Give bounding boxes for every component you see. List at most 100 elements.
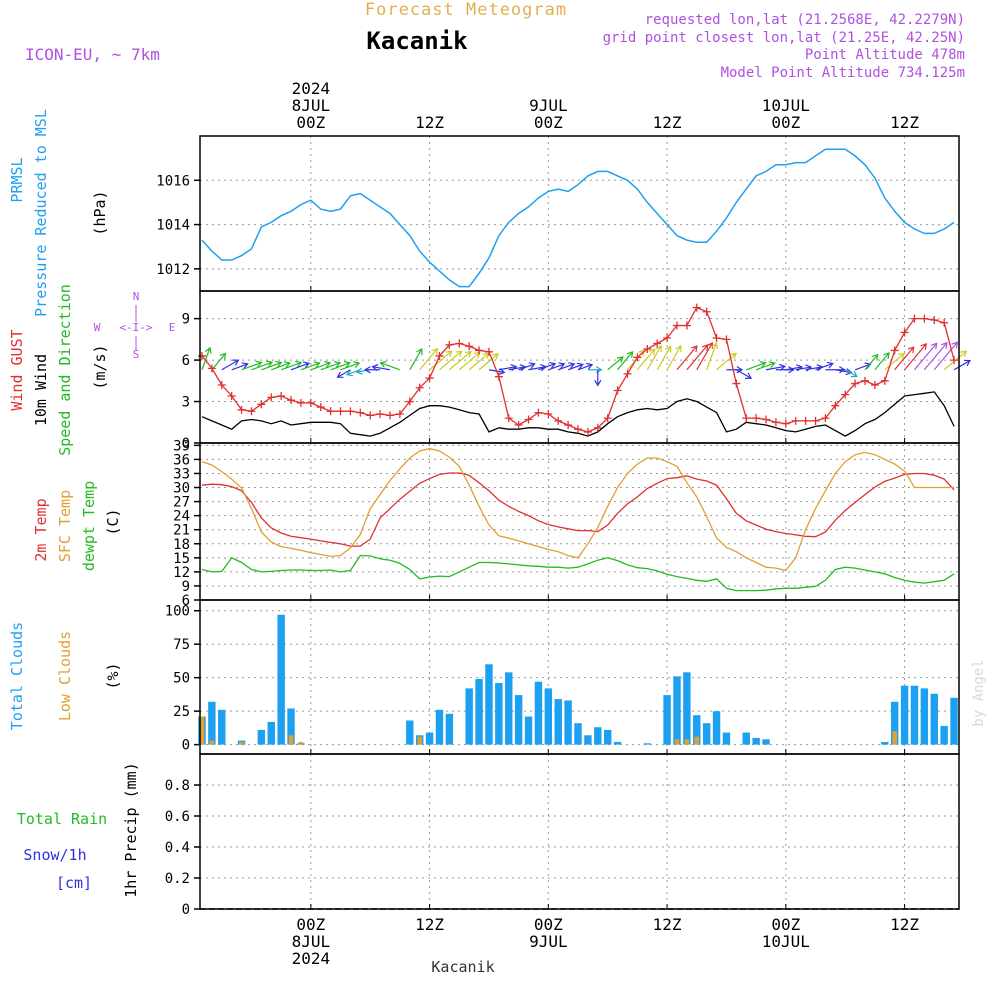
total-cloud-bar — [574, 723, 582, 745]
wind-vector-head — [691, 345, 698, 353]
wind-label: Wind GUST — [8, 329, 26, 410]
wind-vector — [429, 350, 453, 371]
wind-vector — [337, 369, 351, 378]
wind-vector — [372, 366, 391, 371]
wind-vector — [815, 362, 834, 371]
total-cloud-bar — [762, 739, 770, 745]
wind-tick-label: 0 — [182, 436, 190, 452]
wind-gust-marker — [762, 415, 771, 424]
top-time-label: 9JUL — [529, 96, 568, 115]
pressure-tick-label: 1014 — [156, 218, 190, 234]
wind-vector — [221, 359, 239, 371]
wind-vector — [854, 363, 871, 371]
wind-speed-line — [201, 391, 955, 437]
wind-vector-head — [255, 360, 263, 368]
total-cloud-bar — [514, 695, 523, 745]
wind-vector-head — [241, 362, 249, 369]
low-cloud-bar — [892, 731, 897, 745]
wind-vector-head — [920, 342, 928, 350]
bottom-time-label: 10JUL — [762, 932, 810, 951]
bottom-time-label: 00Z — [771, 915, 800, 934]
wind-gust-marker — [781, 419, 790, 428]
wind-gust-marker — [475, 346, 484, 355]
total-cloud-bar — [722, 732, 731, 745]
total-cloud-bar — [465, 688, 473, 745]
total-cloud-bar — [534, 681, 543, 745]
total-cloud-bar — [435, 709, 444, 745]
wind-vector-head — [963, 359, 971, 367]
low-cloud-bar — [288, 735, 294, 745]
wind-vector — [617, 351, 634, 371]
temperature-tick-label: 30 — [173, 481, 190, 497]
temp-unit: (C) — [104, 508, 122, 535]
precip-label: [cm] — [56, 874, 92, 892]
wind-gust-marker — [811, 416, 820, 425]
wind-gust-marker — [583, 427, 592, 436]
wind-vector — [340, 362, 360, 371]
low-cloud-bar — [209, 740, 215, 745]
model-name: ICON-EU, ~ 7km — [25, 45, 160, 64]
wind-vector — [656, 346, 672, 371]
wind-gust-marker — [465, 342, 474, 351]
total-cloud-bar — [495, 683, 503, 745]
precip-tick-label: 0.4 — [165, 840, 190, 856]
wind-vector-head — [871, 353, 879, 361]
wind-label: 10m Wind — [32, 354, 50, 426]
wind-gust-marker — [771, 418, 780, 427]
wind-vector — [844, 369, 858, 378]
wind-unit: (m/s) — [91, 344, 109, 389]
wind-gust-marker — [554, 416, 563, 425]
location-name: Kacanik — [366, 27, 468, 55]
wind-label: Speed and Direction — [56, 284, 74, 456]
compass-north: N — [133, 290, 140, 303]
wind-gust-marker — [395, 409, 404, 418]
wind-gust-marker — [633, 353, 642, 362]
wind-gust-marker — [356, 408, 365, 417]
wind-vector — [607, 356, 624, 371]
temp-sfc-line — [201, 447, 955, 572]
total-cloud-bar — [950, 697, 958, 745]
precip-label: Snow/1h — [23, 846, 86, 864]
low-cloud-bar — [674, 739, 680, 745]
wind-gust-marker — [890, 346, 899, 355]
total-cloud-bar — [663, 695, 671, 745]
compass-south: S — [133, 348, 140, 361]
cloud-label: Total Clouds — [8, 622, 26, 730]
requested-coordinates: requested lon,lat (21.2568E, 42.2279N) — [645, 12, 965, 28]
wind-vector-head — [839, 366, 846, 374]
wind-gust-marker — [415, 383, 424, 392]
wind-vector-head — [528, 362, 536, 369]
wind-vector-head — [616, 356, 624, 363]
meteogram-title: Forecast Meteogram — [365, 0, 567, 20]
temp-label: 2m Temp — [32, 498, 50, 561]
top-time-label: 00Z — [771, 113, 800, 132]
wind-vector — [666, 345, 682, 371]
wind-gust-marker — [435, 351, 444, 360]
wind-vector-head — [324, 361, 332, 368]
pressure-tick-label: 1016 — [156, 173, 190, 189]
point-altitude: Point Altitude 478m — [805, 47, 965, 63]
wind-vector — [746, 362, 766, 371]
wind-vector-head — [898, 352, 906, 360]
clouds-tick-label: 50 — [173, 671, 190, 687]
wind-gust-marker — [860, 376, 869, 385]
bottom-time-label: 00Z — [534, 915, 563, 934]
wind-gust-marker — [425, 374, 434, 383]
total-cloud-bar — [920, 688, 929, 745]
wind-gust-marker — [930, 316, 939, 325]
bottom-time-label: 12Z — [415, 915, 444, 934]
wind-gust-marker — [672, 321, 681, 330]
wind-vector-head — [333, 361, 342, 368]
total-cloud-bar — [890, 701, 899, 745]
wind-vector — [280, 361, 302, 371]
wind-vector-head — [473, 351, 481, 359]
wind-gust-marker — [801, 416, 810, 425]
wind-vector-head — [345, 369, 353, 377]
wind-gust-marker — [603, 414, 612, 423]
cloud-label: Low Clouds — [56, 631, 74, 721]
pressure-tick-label: 1012 — [156, 262, 190, 278]
temperature-tick-label: 18 — [173, 537, 190, 553]
wind-gust-marker — [247, 407, 256, 416]
wind-gust-marker — [316, 403, 325, 412]
wind-vector-head — [568, 362, 576, 369]
